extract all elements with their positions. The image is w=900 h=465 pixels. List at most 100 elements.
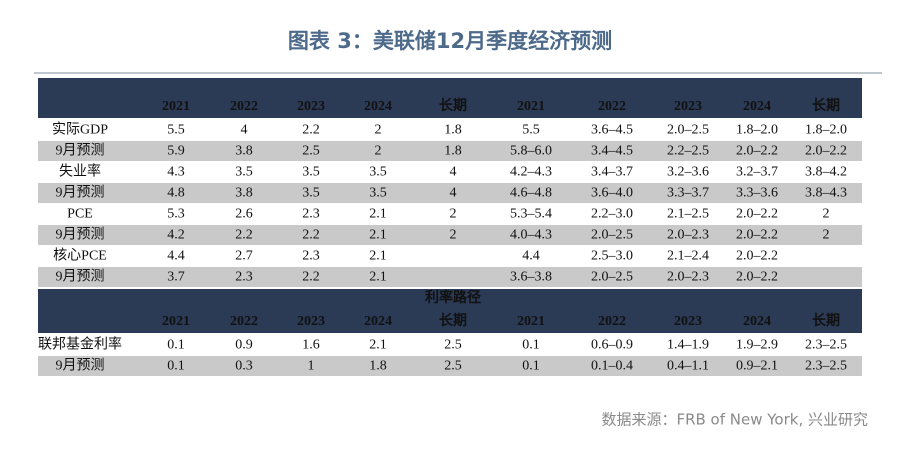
- row-band: [38, 183, 862, 203]
- column-header: 2022: [598, 314, 626, 329]
- cell: 2.1: [369, 249, 387, 264]
- cell: 0.4–1.1: [667, 359, 709, 374]
- cell: 3.3–3.6: [736, 186, 778, 201]
- cell: 5.3–5.4: [510, 207, 552, 222]
- cell: 0.1: [167, 338, 185, 353]
- cell: 2.1: [369, 338, 387, 353]
- row-band: [38, 335, 862, 355]
- cell: 2.0–2.2: [736, 207, 778, 222]
- cell: 2.3: [235, 270, 253, 285]
- cell: 2: [450, 207, 457, 222]
- cell: 1.8: [444, 144, 462, 159]
- column-header: 2023: [674, 314, 702, 329]
- row-label: 失业率: [59, 163, 101, 180]
- row-band: [38, 120, 862, 140]
- column-header: 长期: [439, 97, 467, 114]
- column-header: 2023: [297, 99, 325, 114]
- column-header: 2024: [364, 99, 392, 114]
- cell: 3.5: [235, 165, 253, 180]
- title: 图表 3：美联储12月季度经济预测: [288, 29, 612, 53]
- cell: 2.0–2.3: [667, 270, 709, 285]
- cell: 4.0–4.3: [510, 228, 552, 243]
- cell: 1.8–2.0: [805, 123, 847, 138]
- cell: 2.5–3.0: [591, 249, 633, 264]
- cell: 1.9–2.9: [736, 338, 778, 353]
- cell: 2.6: [235, 207, 253, 222]
- cell: 2.2–3.0: [591, 207, 633, 222]
- cell: 5.3: [167, 207, 185, 222]
- cell: 0.9–2.1: [736, 359, 778, 374]
- cell: 2.2: [302, 270, 320, 285]
- row-label: 9月预测: [56, 269, 105, 285]
- cell: 3.5: [302, 165, 320, 180]
- cell: 2.3–2.5: [805, 359, 847, 374]
- column-header: 2021: [517, 99, 545, 114]
- cell: 3.2–3.7: [736, 165, 778, 180]
- column-header: 2023: [297, 314, 325, 329]
- row-band: [38, 225, 862, 245]
- cell: 3.5: [302, 186, 320, 201]
- cell: 2.2: [302, 123, 320, 138]
- row-label: PCE: [67, 207, 93, 222]
- cell: 0.1: [522, 338, 540, 353]
- cell: 3.3–3.7: [667, 186, 709, 201]
- row-label: 9月预测: [56, 358, 105, 374]
- cell: 2.2: [302, 228, 320, 243]
- cell: 4.6–4.8: [510, 186, 552, 201]
- cell: 2.0–2.2: [805, 144, 847, 159]
- cell: 2.2: [235, 228, 253, 243]
- cell: 2.1: [369, 228, 387, 243]
- row-band: [38, 246, 862, 266]
- column-header: 长期: [812, 97, 840, 114]
- cell: 3.8–4.3: [805, 186, 847, 201]
- row-label: 9月预测: [56, 143, 105, 159]
- source: 数据来源：FRB of New York, 兴业研究: [601, 411, 868, 429]
- cell: 1.4–1.9: [667, 338, 709, 353]
- cell: 2.0–2.2: [736, 228, 778, 243]
- cell: 2.0–2.2: [736, 144, 778, 159]
- cell: 4.3: [167, 165, 185, 180]
- column-header: 长期: [812, 312, 840, 329]
- cell: 2: [375, 144, 382, 159]
- cell: 1.8: [444, 123, 462, 138]
- cell: 0.6–0.9: [591, 338, 633, 353]
- cell: 2.0–2.5: [591, 228, 633, 243]
- column-header: 2022: [230, 99, 258, 114]
- row-label: 实际GDP: [52, 122, 108, 138]
- cell: 0.9: [235, 338, 253, 353]
- cell: 4.2–4.3: [510, 165, 552, 180]
- row-label: 联邦基金利率: [38, 336, 122, 353]
- cell: 2.3: [302, 207, 320, 222]
- column-header: 2024: [364, 314, 392, 329]
- cell: 2.1: [369, 207, 387, 222]
- cell: 2.3–2.5: [805, 338, 847, 353]
- cell: 3.6–4.0: [591, 186, 633, 201]
- cell: 2: [823, 228, 830, 243]
- cell: 2: [823, 207, 830, 222]
- cell: 2.0–2.3: [667, 228, 709, 243]
- cell: 0.3: [235, 359, 253, 374]
- cell: 3.5: [369, 165, 387, 180]
- cell: 3.8: [235, 186, 253, 201]
- cell: 3.7: [167, 270, 185, 285]
- cell: 5.8–6.0: [510, 144, 552, 159]
- cell: 2.5: [444, 359, 462, 374]
- cell: 4: [450, 165, 457, 180]
- cell: 2.5: [444, 338, 462, 353]
- cell: 2: [450, 228, 457, 243]
- cell: 3.5: [369, 186, 387, 201]
- cell: 5.5: [522, 123, 540, 138]
- column-header: 2024: [743, 314, 771, 329]
- cell: 5.5: [167, 123, 185, 138]
- row-band: [38, 356, 862, 376]
- cell: 2.0–2.5: [667, 123, 709, 138]
- cell: 1: [308, 359, 315, 374]
- cell: 4: [450, 186, 457, 201]
- row-band: [38, 267, 862, 287]
- cell: 3.8–4.2: [805, 165, 847, 180]
- column-header: 2021: [162, 314, 190, 329]
- cell: 3.6–4.5: [591, 123, 633, 138]
- cell: 2.3: [302, 249, 320, 264]
- row-band: [38, 162, 862, 182]
